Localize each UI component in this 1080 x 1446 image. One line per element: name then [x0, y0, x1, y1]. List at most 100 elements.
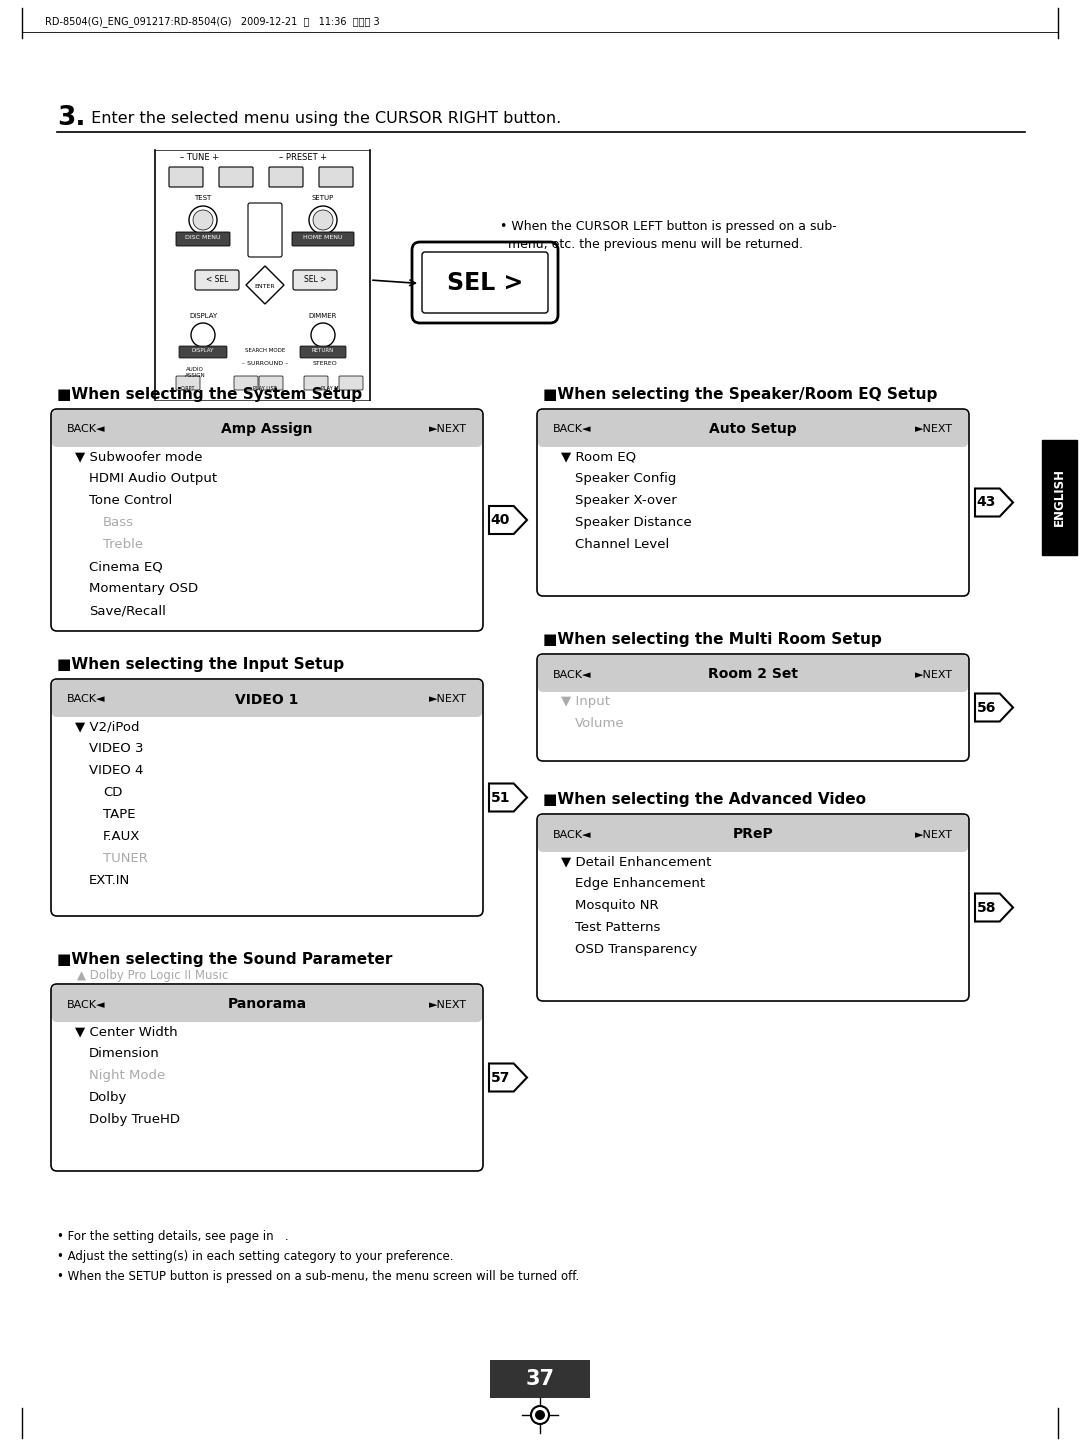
Text: HDMI Audio Output: HDMI Audio Output [89, 471, 217, 484]
Text: Night Mode: Night Mode [89, 1069, 165, 1082]
FancyBboxPatch shape [537, 409, 969, 596]
Text: – PRESET +: – PRESET + [279, 153, 327, 162]
Circle shape [193, 210, 213, 230]
Text: BACK◄: BACK◄ [67, 425, 106, 434]
Text: ▼ V2/iPod: ▼ V2/iPod [75, 720, 139, 733]
Text: ▼ Room EQ: ▼ Room EQ [561, 450, 636, 463]
Text: VIDEO 1: VIDEO 1 [235, 693, 299, 707]
Bar [1042, 440, 1077, 555]
FancyBboxPatch shape [319, 166, 353, 187]
FancyBboxPatch shape [195, 270, 239, 291]
Text: < SEL: < SEL [206, 276, 228, 285]
Polygon shape [489, 1063, 527, 1092]
Text: DISC MENU: DISC MENU [186, 236, 220, 240]
FancyBboxPatch shape [269, 166, 303, 187]
FancyBboxPatch shape [52, 680, 482, 717]
Text: Cinema EQ: Cinema EQ [89, 560, 163, 573]
Text: Edge Enhancement: Edge Enhancement [575, 878, 705, 889]
FancyBboxPatch shape [51, 983, 483, 1171]
Text: Volume: Volume [575, 717, 624, 730]
Text: – SURROUND –: – SURROUND – [242, 362, 288, 366]
Text: Speaker Distance: Speaker Distance [575, 516, 692, 529]
Text: ■When selecting the Input Setup: ■When selecting the Input Setup [57, 656, 345, 672]
Text: ENTER: ENTER [255, 283, 275, 289]
Text: • Adjust the setting(s) in each setting category to your preference.: • Adjust the setting(s) in each setting … [57, 1249, 454, 1262]
Text: ▼ Center Width: ▼ Center Width [75, 1025, 177, 1038]
Text: Dolby: Dolby [89, 1090, 127, 1103]
Text: ►NEXT: ►NEXT [429, 425, 467, 434]
Text: Mosquito NR: Mosquito NR [575, 899, 659, 912]
Polygon shape [975, 894, 1013, 921]
Text: 57: 57 [490, 1070, 510, 1084]
FancyBboxPatch shape [52, 985, 482, 1022]
Text: • For the setting details, see page in   .: • For the setting details, see page in . [57, 1231, 288, 1244]
FancyBboxPatch shape [179, 346, 227, 359]
Text: ▼ Subwoofer mode: ▼ Subwoofer mode [75, 450, 203, 463]
Text: SEL >: SEL > [447, 272, 523, 295]
Text: • When the SETUP button is pressed on a sub-menu, the menu screen will be turned: • When the SETUP button is pressed on a … [57, 1270, 579, 1283]
Text: Amp Assign: Amp Assign [221, 422, 313, 437]
Text: BACK◄: BACK◄ [553, 425, 592, 434]
Text: Channel Level: Channel Level [575, 538, 670, 551]
FancyBboxPatch shape [538, 816, 968, 852]
FancyBboxPatch shape [176, 376, 200, 390]
Polygon shape [246, 266, 284, 304]
Text: DIMMER: DIMMER [309, 312, 337, 320]
FancyBboxPatch shape [51, 409, 483, 630]
Text: DISPLAY: DISPLAY [192, 348, 214, 353]
Text: EXT.IN: EXT.IN [89, 873, 131, 886]
Text: Save/Recall: Save/Recall [89, 604, 166, 617]
Text: Speaker Config: Speaker Config [575, 471, 676, 484]
Text: CD: CD [103, 787, 122, 800]
FancyBboxPatch shape [176, 231, 230, 246]
Text: BACK◄: BACK◄ [67, 694, 106, 704]
Text: Enter the selected menu using the CURSOR RIGHT button.: Enter the selected menu using the CURSOR… [86, 110, 562, 126]
FancyBboxPatch shape [300, 346, 346, 359]
Text: BACK◄: BACK◄ [553, 830, 592, 840]
Text: ►NEXT: ►NEXT [915, 425, 953, 434]
Text: VIDEO 3: VIDEO 3 [89, 742, 144, 755]
Text: ▼ Detail Enhancement: ▼ Detail Enhancement [561, 855, 712, 868]
Text: DISPLAY: DISPLAY [189, 312, 217, 320]
Text: ■When selecting the Speaker/Room EQ Setup: ■When selecting the Speaker/Room EQ Setu… [543, 388, 937, 402]
Text: RETURN: RETURN [312, 348, 334, 353]
Bar [57, 428, 477, 442]
Text: PLAY M: PLAY M [321, 386, 339, 390]
FancyBboxPatch shape [293, 270, 337, 291]
Polygon shape [975, 489, 1013, 516]
Text: SETUP: SETUP [312, 195, 334, 201]
Text: 56: 56 [976, 700, 996, 714]
FancyBboxPatch shape [411, 241, 558, 322]
Text: ■When selecting the Multi Room Setup: ■When selecting the Multi Room Setup [543, 632, 881, 646]
Circle shape [191, 322, 215, 347]
Circle shape [313, 210, 333, 230]
Text: Tone Control: Tone Control [89, 495, 172, 508]
Text: VIDEO 4: VIDEO 4 [89, 763, 144, 777]
Text: • When the CURSOR LEFT button is pressed on a sub-: • When the CURSOR LEFT button is pressed… [500, 220, 837, 233]
Text: Treble: Treble [103, 538, 144, 551]
Text: STEREO: STEREO [312, 362, 337, 366]
FancyBboxPatch shape [52, 411, 482, 447]
Text: ►NEXT: ►NEXT [429, 999, 467, 1009]
Text: Room 2 Set: Room 2 Set [708, 668, 798, 681]
Text: Speaker X-over: Speaker X-over [575, 495, 677, 508]
Text: Momentary OSD: Momentary OSD [89, 581, 198, 594]
Text: TEST: TEST [194, 195, 212, 201]
FancyBboxPatch shape [538, 655, 968, 693]
FancyBboxPatch shape [168, 166, 203, 187]
Text: TUNER: TUNER [103, 852, 148, 865]
FancyBboxPatch shape [537, 814, 969, 1001]
Text: ►NEXT: ►NEXT [429, 694, 467, 704]
Text: ▼ Input: ▼ Input [561, 696, 610, 709]
Polygon shape [489, 784, 527, 811]
Circle shape [309, 205, 337, 234]
Text: ►NEXT: ►NEXT [915, 830, 953, 840]
Text: Panorama: Panorama [228, 998, 307, 1012]
Text: SEARCH MODE: SEARCH MODE [245, 348, 285, 353]
Text: Dimension: Dimension [89, 1047, 160, 1060]
FancyBboxPatch shape [51, 680, 483, 915]
Text: ■When selecting the Advanced Video: ■When selecting the Advanced Video [543, 792, 866, 807]
Bar [543, 833, 963, 847]
FancyBboxPatch shape [259, 376, 283, 390]
Text: ENGLISH: ENGLISH [1053, 469, 1066, 526]
